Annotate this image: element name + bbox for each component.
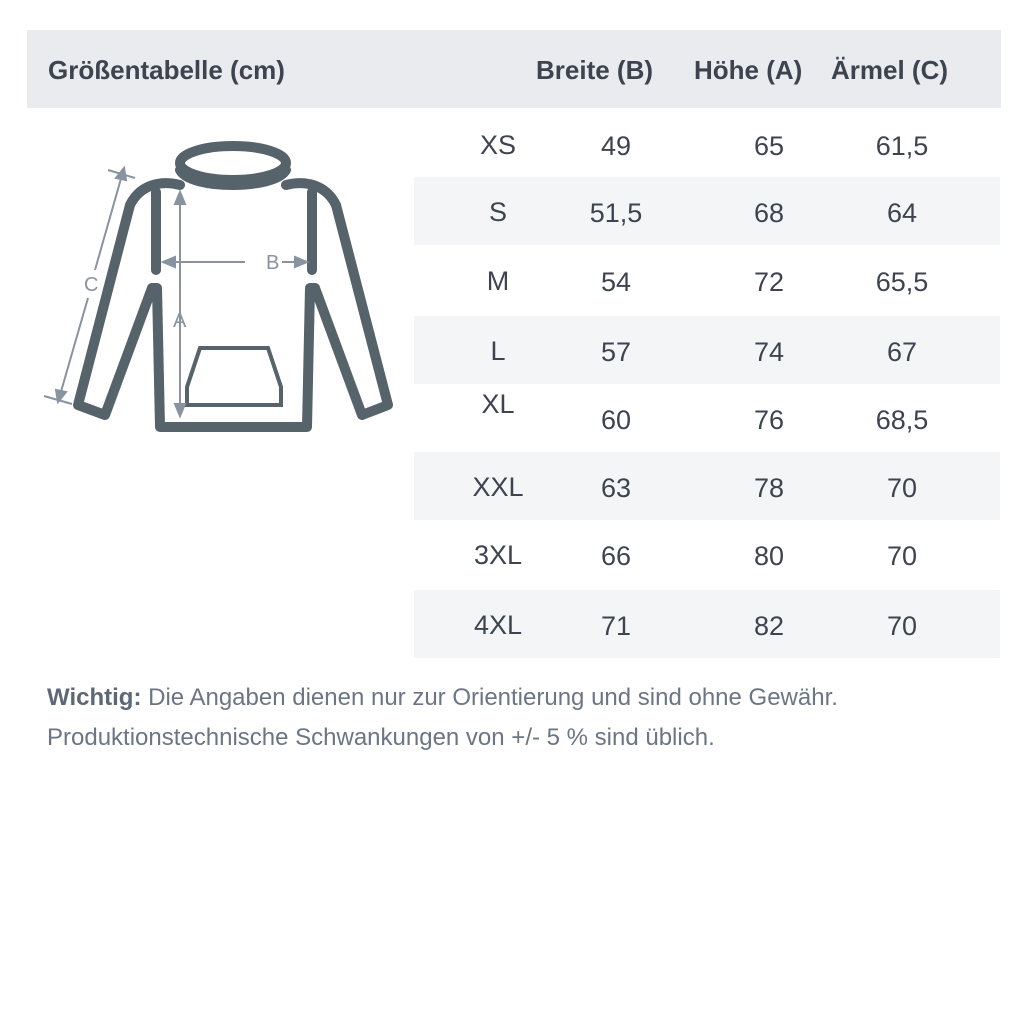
note-line-1: Die Angaben dienen nur zur Orientierung … — [148, 684, 838, 711]
column-header-height: Höhe (A) — [694, 55, 803, 85]
table-row: L 57 74 67 — [414, 316, 1000, 384]
cell-size: L — [490, 336, 506, 366]
cell-c: 70 — [886, 541, 918, 571]
cell-size: S — [488, 197, 508, 227]
hoodie-diagram: B A C — [43, 141, 393, 432]
label-b: B — [266, 252, 279, 274]
cell-c: 67 — [886, 337, 918, 367]
label-c: C — [84, 274, 98, 296]
cell-size: XS — [479, 130, 517, 160]
cell-b: 63 — [600, 473, 632, 503]
cell-c: 68,5 — [875, 405, 929, 435]
cell-a: 82 — [753, 611, 785, 641]
cell-c: 64 — [886, 198, 918, 228]
cell-c: 61,5 — [875, 131, 929, 161]
cell-b: 60 — [600, 405, 632, 435]
cell-size: XXL — [472, 472, 524, 502]
column-header-width: Breite (B) — [536, 55, 654, 85]
cell-a: 80 — [753, 541, 785, 571]
cell-size: XL — [481, 389, 515, 419]
cell-b: 57 — [600, 337, 632, 367]
table-row: 4XL 71 82 70 — [414, 590, 1000, 658]
cell-b: 51,5 — [589, 198, 643, 228]
cell-a: 78 — [753, 473, 785, 503]
cell-b: 49 — [600, 131, 632, 161]
cell-size: 3XL — [473, 540, 523, 570]
table-row: XS 49 65 61,5 — [414, 110, 1000, 178]
note-line-2: Produktionstechnische Schwankungen von +… — [47, 724, 715, 751]
note-label: Wichtig: — [47, 684, 142, 711]
measurement-arrows — [43, 165, 310, 419]
table-header: Größentabelle (cm) Breite (B) Höhe (A) Ä… — [27, 30, 1001, 108]
cell-a: 72 — [753, 267, 785, 297]
cell-b: 66 — [600, 541, 632, 571]
disclaimer-note: Wichtig: Die Angaben dienen nur zur Orie… — [47, 678, 838, 758]
cell-size: M — [486, 266, 510, 296]
cell-c: 70 — [886, 473, 918, 503]
cell-c: 65,5 — [875, 267, 929, 297]
table-row: XXL 63 78 70 — [414, 452, 1000, 520]
cell-a: 74 — [753, 337, 785, 367]
table-row: XL 60 76 68,5 — [414, 384, 1000, 452]
cell-a: 65 — [753, 131, 785, 161]
cell-size: 4XL — [473, 610, 523, 640]
table-row: M 54 72 65,5 — [414, 246, 1000, 314]
cell-a: 76 — [753, 405, 785, 435]
cell-b: 54 — [600, 267, 632, 297]
cell-b: 71 — [600, 611, 632, 641]
column-header-sleeve: Ärmel (C) — [831, 55, 949, 85]
label-a: A — [173, 310, 187, 332]
cell-a: 68 — [753, 198, 785, 228]
table-row: S 51,5 68 64 — [414, 177, 1000, 245]
cell-c: 70 — [886, 611, 918, 641]
page-title: Größentabelle (cm) — [48, 55, 285, 85]
table-row: 3XL 66 80 70 — [414, 520, 1000, 588]
